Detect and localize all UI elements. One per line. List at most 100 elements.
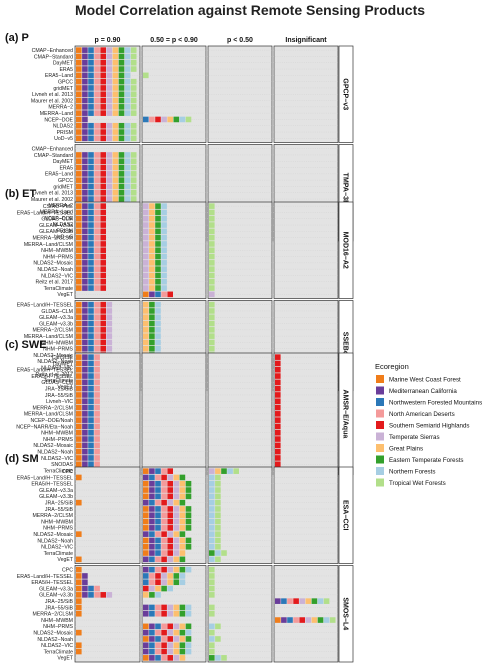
ecoregion-cell: [94, 177, 100, 183]
ecoregion-cell: [161, 272, 167, 279]
ecoregion-cell: [130, 78, 137, 85]
ecoregion-cell: [112, 78, 119, 85]
ecoregion-cell: [130, 189, 137, 196]
ecoregion-cell: [161, 247, 167, 254]
legend-swatch: [376, 398, 384, 406]
ecoregion-cell: [94, 429, 100, 436]
ecoregion-cell: [275, 598, 281, 604]
ecoregion-cell: [143, 531, 149, 537]
ecoregion-cell: [209, 556, 215, 563]
ecoregion-cell: [167, 512, 173, 519]
ecoregion-cell: [112, 66, 119, 72]
ecoregion-cell: [161, 550, 167, 556]
ecoregion-cell: [100, 196, 106, 202]
ecoregion-cell: [106, 189, 113, 196]
ecoregion-cell: [215, 550, 221, 556]
ecoregion-cell: [275, 373, 281, 379]
legend-swatch: [376, 432, 384, 441]
ecoregion-cell: [82, 448, 88, 455]
ecoregion-cell: [275, 461, 281, 468]
ecoregion-cell: [94, 152, 100, 158]
ecoregion-cell: [100, 91, 106, 98]
ecoregion-cell: [293, 617, 299, 623]
ecoregion-cell: [149, 222, 155, 228]
model-label: CPC: [62, 469, 73, 475]
ecoregion-cell: [88, 110, 94, 116]
ecoregion-cell: [94, 278, 100, 285]
ecoregion-cell: [143, 468, 149, 474]
ecoregion-cell: [94, 272, 100, 279]
ecoregion-cell: [88, 189, 94, 196]
model-label: GLEAM−v3.3b: [39, 593, 73, 599]
ecoregion-cell: [287, 598, 293, 604]
ecoregion-cell: [82, 59, 88, 66]
ecoregion-cell: [155, 525, 161, 531]
ecoregion-cell: [100, 592, 106, 598]
ecoregion-cell: [299, 598, 305, 604]
model-label: NLDAS2−Noah: [37, 450, 73, 456]
ecoregion-cell: [209, 468, 215, 474]
ecoregion-cell: [106, 308, 113, 314]
ecoregion-cell: [124, 135, 131, 142]
ecoregion-cell: [149, 493, 155, 500]
ecoregion-cell: [76, 648, 82, 655]
ecoregion-cell: [94, 308, 100, 314]
ecoregion-cell: [88, 183, 94, 190]
ecoregion-cell: [185, 506, 192, 512]
ecoregion-cell: [155, 203, 161, 209]
ecoregion-cell: [88, 59, 94, 66]
ecoregion-cell: [143, 556, 149, 563]
ecoregion-cell: [161, 209, 167, 216]
ecoregion-cell: [100, 164, 106, 171]
model-label: NLDAS2−VIC: [41, 366, 73, 372]
ecoregion-cell: [82, 171, 88, 177]
model-label: ERA5−Land/H−TESSEL: [17, 303, 73, 309]
ecoregion-cell: [275, 617, 281, 623]
ecoregion-cell: [88, 66, 94, 72]
ecoregion-cell: [179, 579, 186, 586]
ecoregion-cell: [94, 320, 100, 327]
ecoregion-cell: [143, 499, 149, 506]
ecoregion-cell: [143, 266, 149, 272]
ecoregion-cell: [82, 585, 88, 592]
ecoregion-cell: [155, 278, 161, 285]
model-label: GLEAM−v3.3a: [39, 586, 73, 592]
product-strip: [338, 201, 354, 299]
ecoregion-cell: [143, 474, 149, 481]
ecoregion-cell: [76, 253, 82, 260]
model-label: NLDAS2−Mosaic: [33, 532, 73, 538]
ecoregion-cell: [215, 531, 221, 537]
ecoregion-cell: [76, 531, 82, 537]
ecoregion-cell: [155, 499, 161, 506]
ecoregion-cell: [209, 278, 215, 285]
ecoregion-cell: [82, 177, 88, 183]
model-label: ERA5/H−TESSEL: [31, 374, 73, 380]
ecoregion-cell: [118, 135, 125, 142]
model-label: NLDAS2−VIC: [41, 545, 73, 551]
ecoregion-cell: [130, 53, 137, 60]
ecoregion-cell: [82, 278, 88, 285]
ecoregion-cell: [221, 468, 227, 474]
model-label: PRISM: [57, 130, 73, 136]
ecoregion-cell: [155, 215, 161, 222]
model-label: JRA−55/SiB: [45, 393, 74, 399]
model-label: Livneh et al. 2013: [32, 92, 73, 98]
ecoregion-cell: [118, 78, 125, 85]
ecoregion-cell: [94, 411, 100, 417]
ecoregion-cell: [76, 203, 82, 209]
ecoregion-cell: [143, 585, 149, 592]
ecoregion-cell: [215, 655, 221, 661]
ecoregion-cell: [94, 122, 100, 129]
model-label: UoD−v5: [54, 136, 73, 142]
ecoregion-cell: [167, 518, 173, 525]
ecoregion-cell: [155, 531, 161, 537]
ecoregion-cell: [173, 629, 180, 636]
model-label: Reitz et al. 2017: [36, 372, 74, 378]
ecoregion-cell: [179, 116, 186, 123]
ecoregion-cell: [100, 247, 106, 254]
legend-swatch: [376, 455, 384, 464]
ecoregion-cell: [173, 531, 180, 537]
ecoregion-cell: [82, 579, 88, 586]
ecoregion-cell: [149, 506, 155, 512]
ecoregion-cell: [88, 327, 94, 333]
